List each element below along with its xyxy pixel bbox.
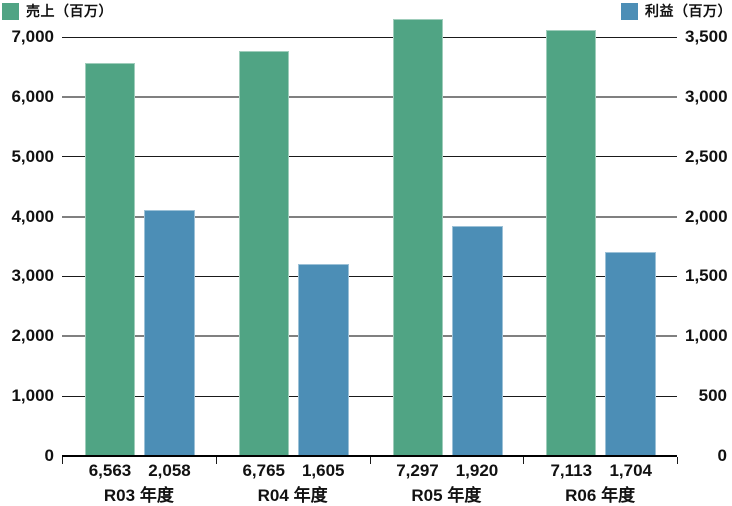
x-axis-tick xyxy=(677,457,678,464)
bar-sales-4 xyxy=(546,30,597,456)
bar-profit-2 xyxy=(297,263,349,456)
value-label-profit: 1,920 xyxy=(455,461,499,480)
value-label-sales: 6,765 xyxy=(242,461,286,480)
category-label: R06 年度 xyxy=(565,486,636,505)
bar-profit-4 xyxy=(605,252,657,456)
right-axis-tick-label: 3,000 xyxy=(685,86,728,106)
value-label-profit: 1,704 xyxy=(609,461,653,480)
left-axis-tick-label: 5,000 xyxy=(11,146,54,166)
left-axis-tick-label: 0 xyxy=(44,446,54,465)
gridline xyxy=(62,215,677,218)
category-label: R05 年度 xyxy=(411,486,482,505)
gridline xyxy=(62,156,677,158)
x-axis-tick xyxy=(369,457,371,464)
category-label: R04 年度 xyxy=(257,486,328,505)
x-axis-tick xyxy=(62,457,63,464)
right-axis-tick-label: 2,000 xyxy=(685,206,728,226)
left-axis-tick-label: 7,000 xyxy=(11,27,54,46)
left-axis-tick-label: 2,000 xyxy=(11,326,54,346)
value-label-sales: 7,113 xyxy=(550,461,593,480)
value-label-sales: 6,563 xyxy=(88,461,132,480)
x-axis-tick xyxy=(215,457,217,464)
right-axis-tick-label: 2,500 xyxy=(685,146,728,166)
profit-legend-label: 利益（百万） xyxy=(645,3,732,19)
value-label-profit: 1,605 xyxy=(301,461,345,480)
value-label-profit: 2,058 xyxy=(148,461,191,480)
gridline xyxy=(62,275,677,277)
sales-legend-label: 売上（百万） xyxy=(26,3,113,19)
bar-profit-1 xyxy=(144,209,195,456)
value-label-sales: 7,297 xyxy=(396,461,439,480)
bar-sales-2 xyxy=(238,51,289,456)
x-axis-line xyxy=(62,455,677,457)
gridline xyxy=(62,95,677,98)
category-label: R03 年度 xyxy=(103,486,174,505)
sales-swatch xyxy=(2,2,19,20)
legend-sales: 売上（百万） xyxy=(2,1,113,21)
profit-swatch xyxy=(621,2,638,20)
gridline xyxy=(62,36,677,38)
legend-profit: 利益（百万） xyxy=(621,1,732,21)
bar-sales-1 xyxy=(85,63,135,456)
right-axis-tick-label: 0 xyxy=(717,446,727,465)
gridline xyxy=(62,395,677,397)
left-axis-tick-label: 6,000 xyxy=(11,86,54,106)
left-axis-tick-label: 3,000 xyxy=(11,266,54,286)
x-axis-tick xyxy=(523,457,525,464)
bar-profit-3 xyxy=(451,226,503,456)
right-axis-tick-label: 1,000 xyxy=(685,326,728,346)
gridline xyxy=(62,335,677,338)
left-axis-tick-label: 1,000 xyxy=(11,386,54,406)
right-axis-tick-label: 3,500 xyxy=(685,27,728,46)
right-axis-tick-label: 1,500 xyxy=(685,266,728,286)
bar-sales-3 xyxy=(392,19,443,456)
left-axis-tick-label: 4,000 xyxy=(11,206,54,226)
right-axis-tick-label: 500 xyxy=(698,386,727,406)
